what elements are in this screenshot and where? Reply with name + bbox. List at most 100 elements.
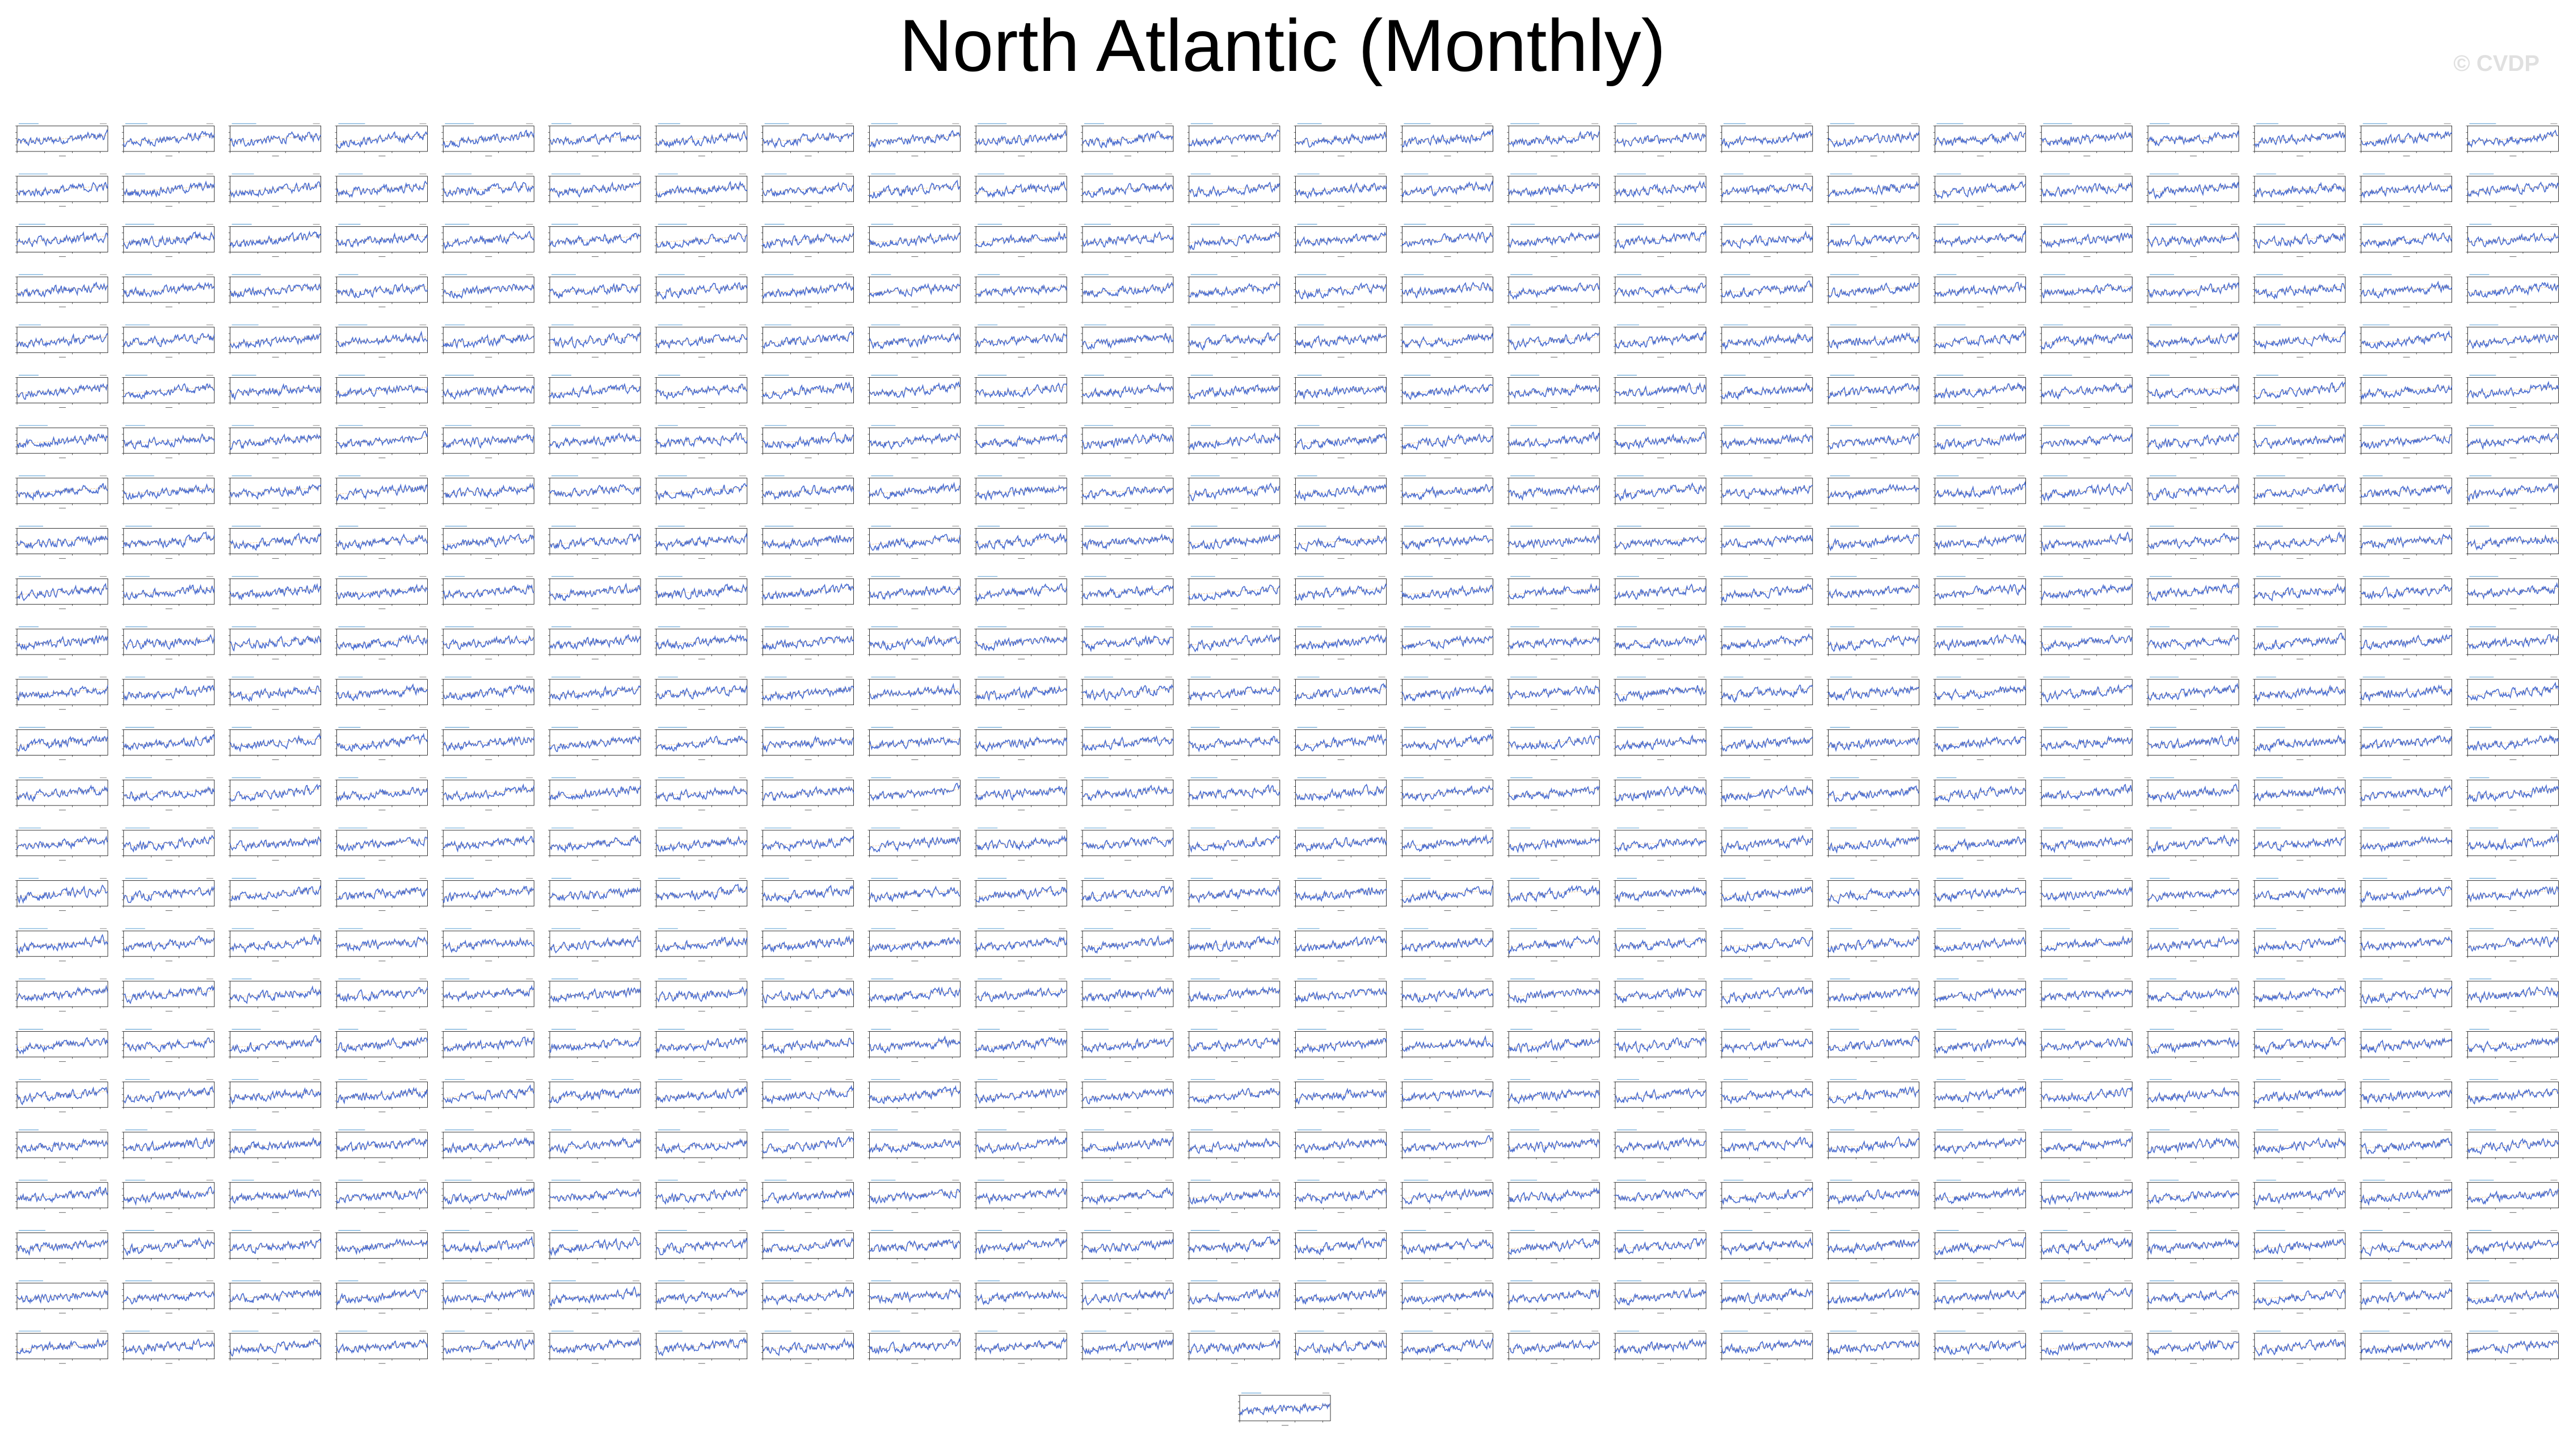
chart-panel [2252,727,2346,760]
chart-panel [1294,223,1387,257]
trend-line [1828,689,1919,696]
series-line [1615,282,1707,298]
series-line [1189,129,1281,147]
trend-line [976,588,1067,595]
chart-panel [2359,626,2453,660]
trend-line [2361,286,2452,293]
trend-line [1509,638,1600,645]
trend-line [2041,738,2133,746]
trend-line [16,286,108,293]
series-line [336,683,428,702]
series-line [2147,635,2239,650]
trend-line [123,588,214,595]
series-line [762,685,854,702]
trend-line [1189,437,1280,444]
chart-panel [2466,677,2559,710]
series-line [229,131,322,147]
trend-line [2361,336,2452,344]
series-line [2041,482,2133,502]
series-line [16,433,108,449]
trend-line [1295,738,1387,746]
chart-panel [15,174,108,207]
trend-line [1828,638,1919,645]
trend-line [1721,286,1813,293]
trend-line [123,638,214,645]
chart-panel [1507,425,1600,458]
chart-panel [867,727,961,760]
chart-panel [1720,274,1813,307]
chart-panel [2146,123,2239,157]
chart-panel [15,576,108,609]
series-line [443,383,534,400]
trend-line [2041,185,2133,193]
trend-line [2467,185,2559,193]
trend-line [336,185,428,193]
series-line [762,535,854,550]
trend-line [2041,487,2133,495]
chart-panel [1614,677,1707,710]
chart-panel [867,576,961,609]
trend-line [549,286,641,293]
trend-line [16,386,108,394]
chart-panel [1720,576,1813,609]
series-line [443,333,534,349]
series-line [1082,281,1174,298]
chart-panel [974,425,1067,458]
chart-panel [1187,677,1281,710]
chart-panel [654,123,748,157]
chart-panel [335,475,428,509]
series-line [2147,282,2239,298]
chart-panel [1187,425,1281,458]
series-line [2360,634,2453,651]
chart-panel [1826,274,1920,307]
series-line [1721,684,1813,703]
trend-line [1721,135,1813,142]
trend-line [443,235,534,243]
trend-line [230,437,321,444]
chart-panel [1933,174,2026,207]
series-line [2467,129,2559,148]
chart-panel [548,425,641,458]
series-line [1189,231,1281,251]
chart-panel [441,626,534,660]
chart-panel [1720,223,1813,257]
trend-line [1509,487,1600,495]
chart-panel [974,626,1067,660]
trend-line [230,286,321,293]
chart-panel [15,223,108,257]
series-line [229,433,322,450]
trend-line [2254,538,2345,545]
chart-panel [2466,425,2559,458]
trend-line [976,437,1067,444]
series-line [336,732,428,753]
series-line [443,584,534,600]
series-line [2467,734,2559,752]
series-line [1615,685,1707,703]
trend-line [869,185,961,193]
series-line [2254,330,2346,350]
chart-panel [2146,425,2239,458]
chart-panel [228,576,322,609]
chart-panel [1081,425,1174,458]
series-line [1721,484,1813,500]
trend-line [1189,588,1280,595]
series-line [1935,533,2027,551]
series-line [1615,330,1707,349]
chart-panel [15,425,108,458]
series-line [762,583,854,601]
series-line [1827,737,1920,752]
trend-line [1082,738,1174,746]
trend-line [2041,286,2133,293]
trend-line [976,135,1067,142]
trend-line [336,588,428,595]
chart-panel [228,475,322,509]
chart-panel [228,677,322,710]
chart-panel [335,324,428,358]
trend-line [1721,386,1813,394]
chart-panel [1933,223,2027,257]
trend-line [16,487,108,495]
trend-line [2147,487,2239,495]
series-line [443,684,534,700]
series-line [2147,582,2239,602]
series-line [336,180,428,198]
